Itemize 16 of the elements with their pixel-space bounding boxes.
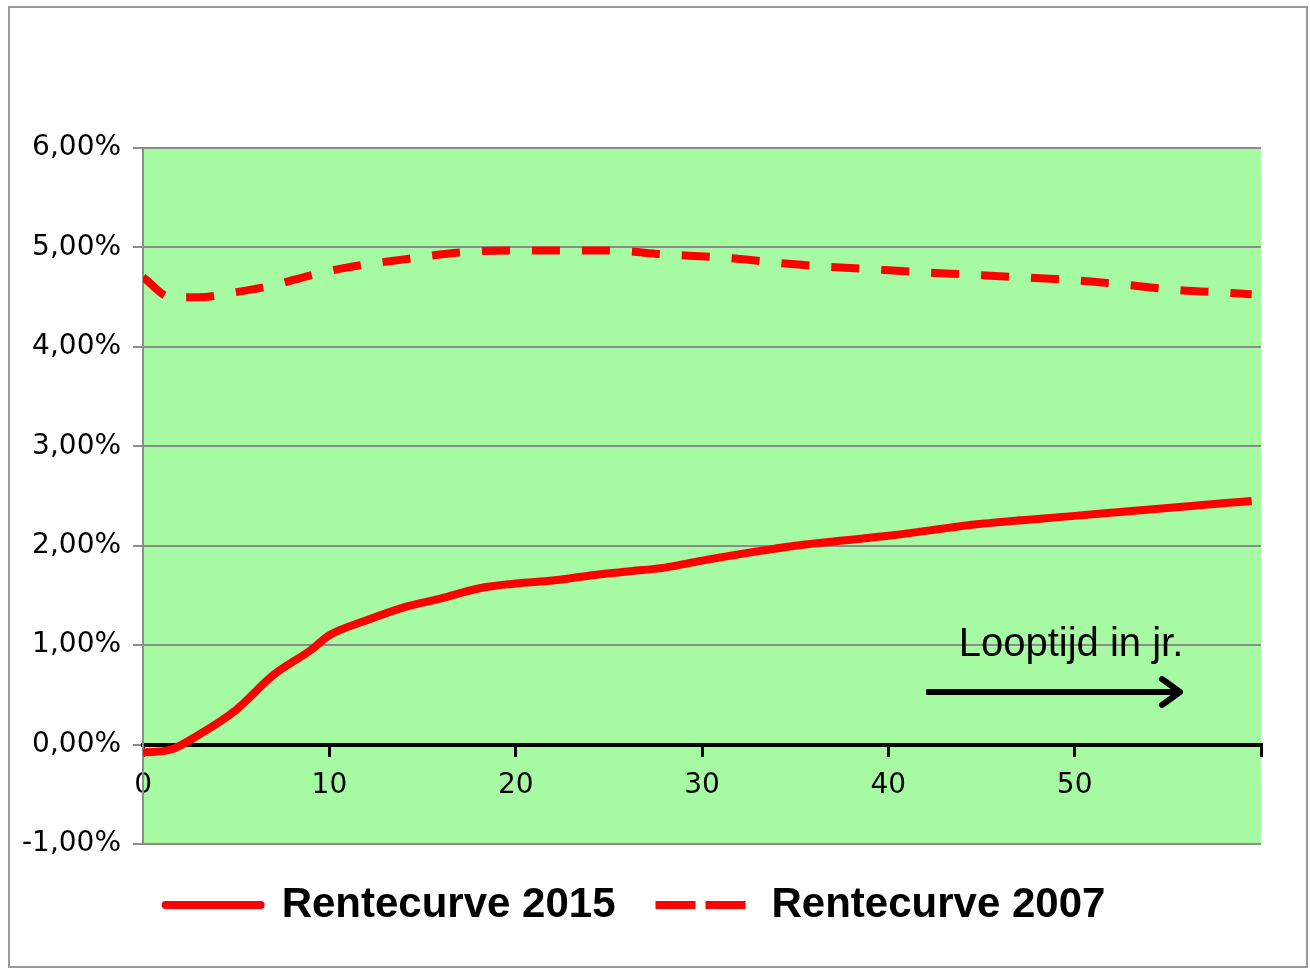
- y-tick-label: 0,00%: [32, 725, 122, 759]
- y-tick-label: 1,00%: [32, 626, 122, 660]
- y-tick-label: 2,00%: [32, 527, 122, 560]
- y-tick-label: 5,00%: [32, 228, 122, 262]
- x-tick-label: 50: [1056, 766, 1093, 800]
- x-tick-label: 30: [684, 766, 720, 800]
- x-tick-label: 40: [870, 766, 907, 800]
- x-tick-label: 20: [497, 766, 534, 800]
- y-tick-label: 4,00%: [32, 328, 122, 362]
- legend-label: Rentecurve 2007: [771, 878, 1106, 926]
- x-axis-title: Looptijd in jr.: [958, 620, 1184, 665]
- y-tick-label: -1,00%: [21, 825, 122, 859]
- y-tick-label: 6,00%: [32, 129, 122, 163]
- x-tick-label: 10: [311, 766, 348, 800]
- y-tick-label: 3,00%: [32, 427, 122, 461]
- legend-label: Rentecurve 2015: [281, 878, 616, 926]
